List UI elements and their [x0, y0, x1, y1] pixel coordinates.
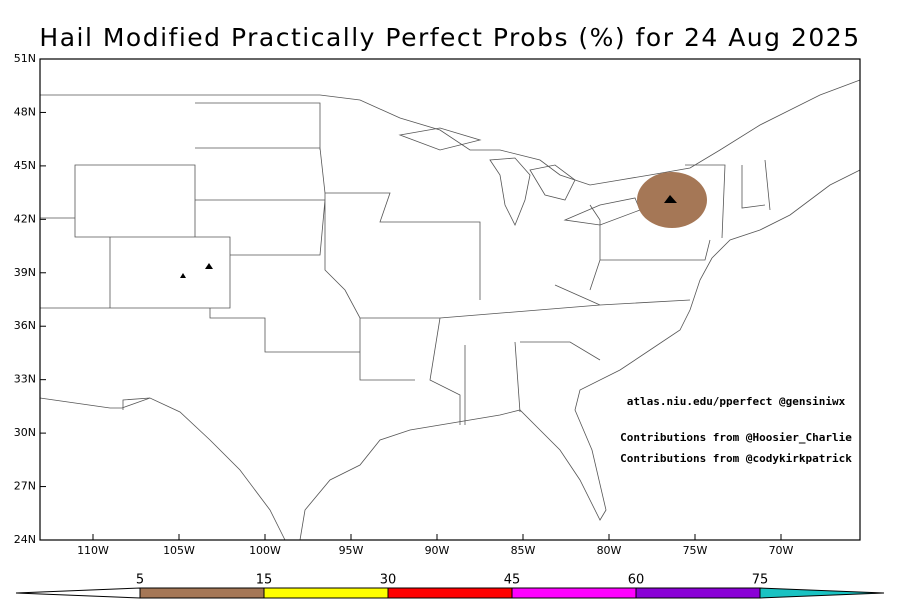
lon-label: 90W [425, 544, 450, 557]
colorbar-segment [759, 587, 885, 599]
map-frame [39, 58, 861, 541]
lat-label: 42N [14, 212, 36, 225]
lon-label: 80W [597, 544, 622, 557]
colorbar-segment [263, 587, 389, 599]
lat-label: 48N [14, 105, 36, 118]
lat-label: 30N [14, 426, 36, 439]
lat-label: 39N [14, 266, 36, 279]
colorbar-segment [15, 587, 141, 599]
colorbar-segment [139, 587, 265, 599]
basemap [39, 58, 861, 541]
credit-text: Contributions from @codykirkpatrick [620, 452, 852, 465]
lat-label: 51N [14, 52, 36, 65]
lon-label: 105W [163, 544, 195, 557]
colorbar-segment [511, 587, 637, 599]
colorbar-segment [635, 587, 761, 599]
lat-label: 36N [14, 319, 36, 332]
lon-label: 95W [339, 544, 364, 557]
credit-text: atlas.niu.edu/pperfect @gensiniwx [627, 395, 846, 408]
lon-label: 75W [683, 544, 708, 557]
lon-label: 110W [77, 544, 109, 557]
colorbar-label: 5 [136, 573, 144, 588]
hail-reports [180, 195, 677, 278]
lon-label: 85W [511, 544, 536, 557]
colorbar-label: 60 [628, 573, 645, 588]
colorbar-segment [387, 587, 513, 599]
lon-label: 70W [769, 544, 794, 557]
lat-label: 27N [14, 480, 36, 493]
colorbar-label: 45 [504, 573, 521, 588]
lat-label: 45N [14, 159, 36, 172]
colorbar-label: 15 [256, 573, 273, 588]
map-title: Hail Modified Practically Perfect Probs … [39, 23, 860, 52]
colorbar-label: 75 [752, 573, 769, 588]
colorbar-label: 30 [380, 573, 397, 588]
lat-label: 24N [14, 533, 36, 546]
lat-label: 33N [14, 373, 36, 386]
lon-label: 100W [249, 544, 281, 557]
credit-text: Contributions from @Hoosier_Charlie [620, 431, 852, 444]
